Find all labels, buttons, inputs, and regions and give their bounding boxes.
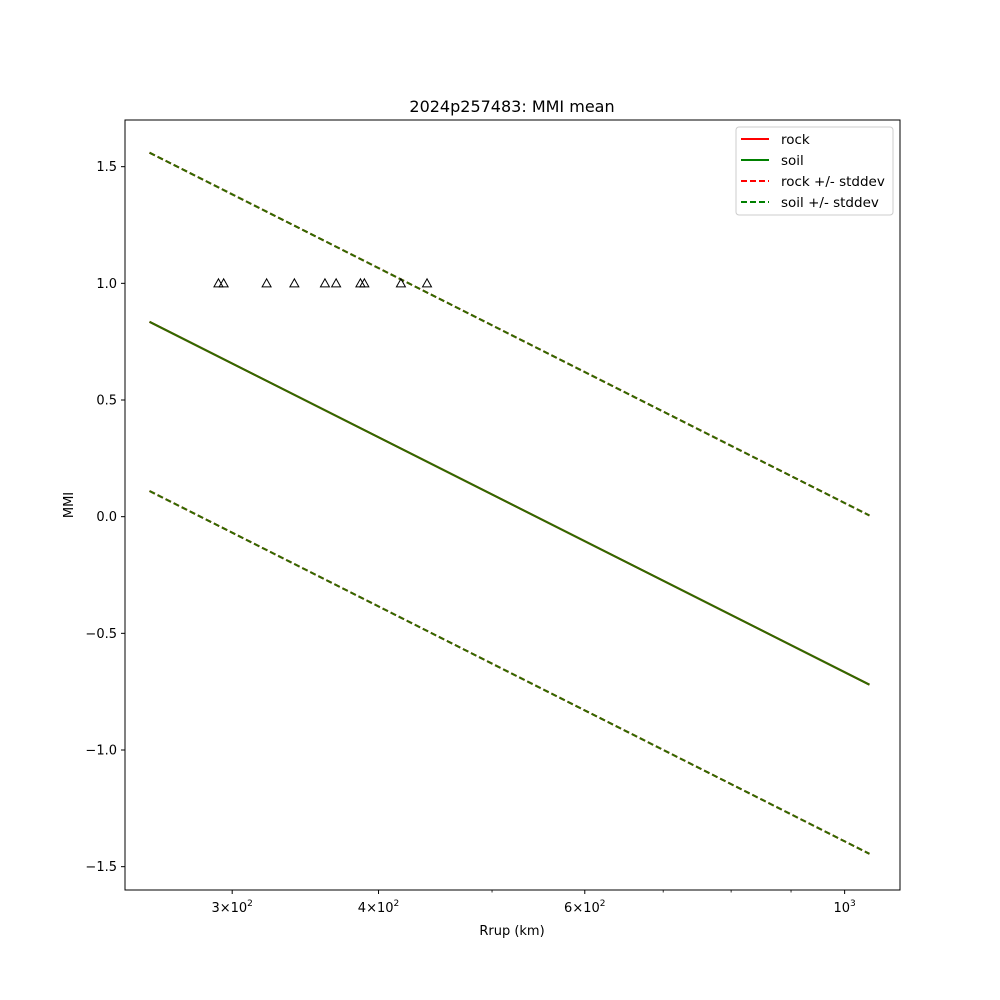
legend-label: rock (781, 132, 810, 148)
observation-point (395, 277, 407, 288)
x-axis-label: Rrup (km) (479, 924, 544, 939)
x-tick-label: 103 (833, 899, 855, 916)
x-tick-label: 6×102 (564, 899, 605, 916)
observation-point (358, 277, 370, 288)
y-axis: 1.5 1.0 0.5 0.0 −0.5 −1.0 −1.5 (85, 160, 125, 875)
x-axis: 3×102 4×102 6×102 103 (211, 890, 856, 916)
legend-label: soil +/- stddev (781, 195, 879, 211)
series-line-soil-1 (149, 320, 870, 686)
x-tick-label: 4×102 (358, 899, 399, 916)
observation-point (213, 277, 224, 288)
observation-point (218, 277, 229, 288)
y-tick-label: 0.0 (96, 510, 117, 525)
chart-title: 2024p257483: MMI mean (409, 97, 614, 116)
y-tick-label: 1.5 (96, 160, 117, 175)
series-line-soil-stddev-5 (149, 490, 870, 855)
y-tick-label: −0.5 (85, 627, 117, 642)
observation-point (330, 277, 342, 288)
legend-box (735, 126, 894, 216)
y-axis-label: MMI (62, 492, 77, 518)
x-tick-label: 3×102 (211, 899, 252, 916)
legend-label: soil (781, 153, 804, 169)
y-tick-label: −1.5 (85, 860, 117, 875)
observation-point (261, 277, 272, 288)
observation-point (289, 277, 300, 288)
observation-point (319, 277, 331, 288)
observation-point (421, 277, 433, 288)
series-line-soil-stddev-4 (149, 151, 870, 517)
y-tick-label: 1.0 (96, 277, 117, 292)
legend-label: rock +/- stddev (781, 174, 885, 190)
axes-frame (124, 119, 901, 891)
y-tick-label: 0.5 (96, 394, 117, 409)
legend: rock soil rock +/- stddev soil +/- stddev (735, 126, 894, 216)
y-tick-label: −1.0 (85, 744, 117, 759)
